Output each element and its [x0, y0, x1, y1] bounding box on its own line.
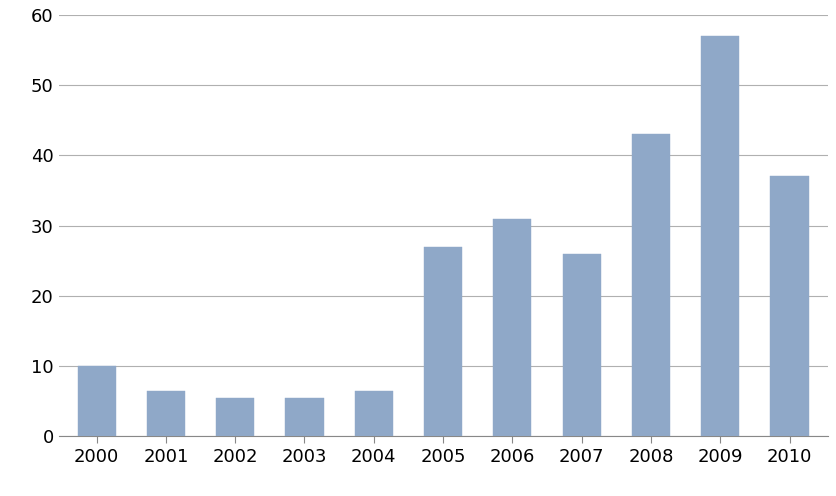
Bar: [147, 391, 185, 436]
Bar: [217, 398, 254, 436]
Bar: [285, 398, 324, 436]
Bar: [701, 36, 739, 436]
Bar: [493, 219, 532, 436]
Bar: [632, 134, 670, 436]
Bar: [563, 254, 601, 436]
Bar: [424, 247, 462, 436]
Bar: [354, 391, 393, 436]
Bar: [78, 366, 115, 436]
Bar: [771, 177, 808, 436]
